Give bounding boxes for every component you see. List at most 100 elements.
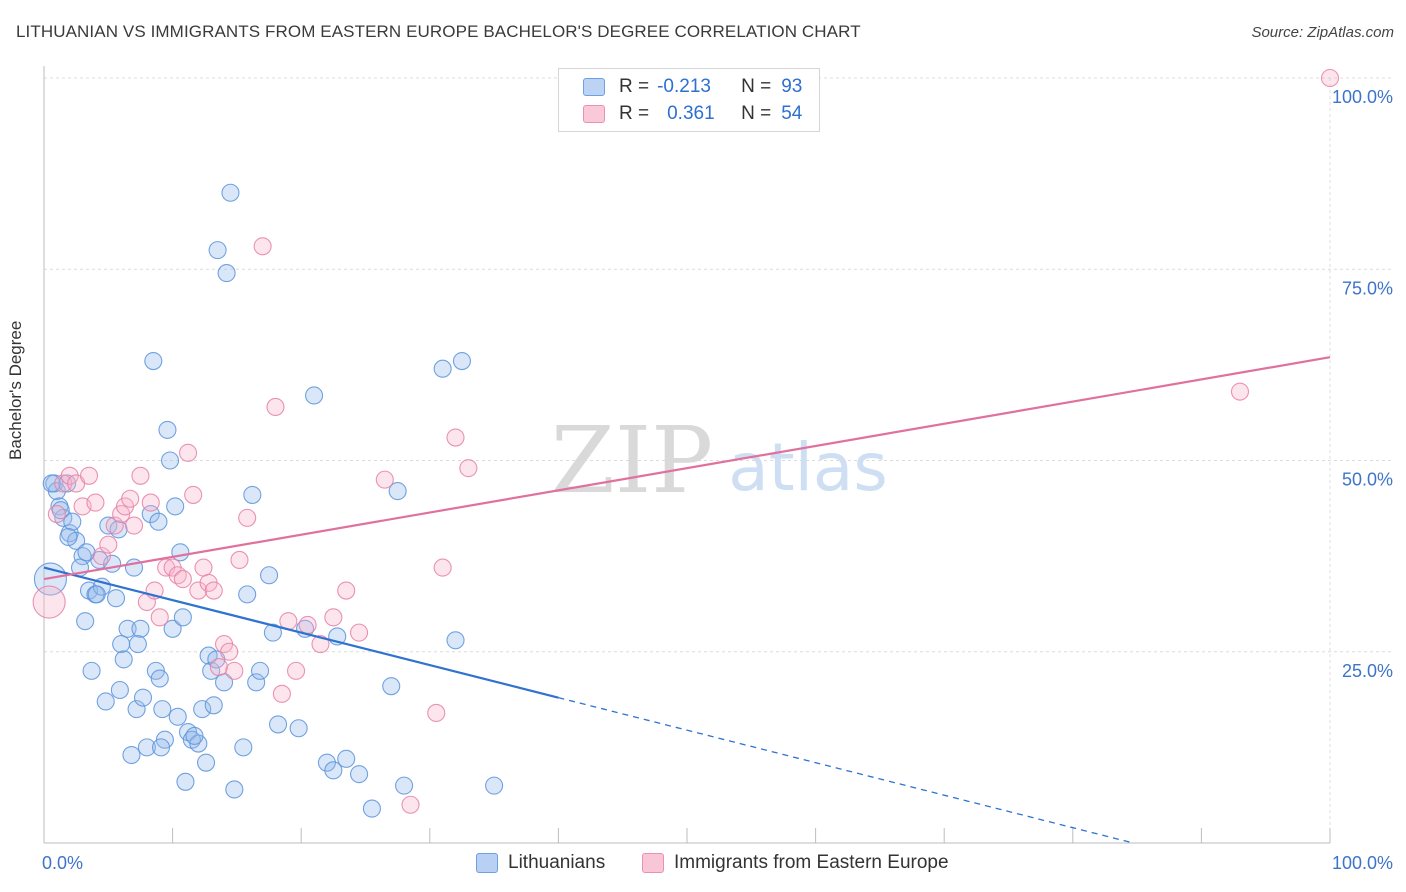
watermark-atlas: atlas [728,429,888,506]
data-point [272,684,291,703]
data-point [60,466,79,485]
data-point [220,642,239,661]
stats-legend: R = -0.213 N = 93 R = 0.361 N = 54 [558,68,820,132]
legend-n-label: N = [741,76,772,97]
series-legend: Lithuanians Immigrants from Eastern Euro… [0,852,1406,878]
data-point [1230,382,1250,401]
data-point [266,397,285,417]
data-point [305,386,324,405]
data-point [149,512,168,531]
data-point [204,581,223,600]
data-point [133,688,153,707]
data-point [176,772,195,791]
series-label-immigrants: Immigrants from Eastern Europe [674,852,949,873]
chart-source: Source: ZipAtlas.com [1251,24,1394,41]
data-point [99,516,118,535]
data-point [253,237,272,256]
data-point [350,623,369,642]
data-point [160,451,180,470]
data-point [110,680,129,700]
data-points [32,68,1340,818]
data-point [96,692,115,711]
data-point [238,508,257,527]
data-point [446,428,465,447]
data-point [76,612,95,631]
data-point [153,700,172,719]
legend-r-value: 0.361 [667,103,715,124]
y-tick-label: 50.0% [1342,470,1393,490]
data-point [446,631,465,650]
data-point [324,608,343,627]
y-tick-label: 75.0% [1342,278,1393,298]
data-point [243,485,262,504]
data-point [250,661,270,680]
data-point [112,635,131,654]
data-point [118,619,137,638]
legend-swatch-immigrants [583,105,605,123]
data-point [168,707,187,726]
trend-line [43,566,559,699]
data-point [427,703,446,723]
data-point [433,359,452,378]
series-swatch-immigrants [642,853,664,873]
data-point [63,512,82,531]
data-point [47,504,66,524]
trend-line [43,356,1331,581]
legend-r-value: -0.213 [657,76,711,97]
data-point [158,420,177,439]
y-axis-label: Bachelor's Degree [6,320,25,460]
data-point [324,761,343,780]
series-legend-lithuanians[interactable]: Lithuanians [476,852,605,874]
data-point [317,753,336,772]
legend-row-immigrants: R = 0.361 N = 54 [583,102,802,126]
data-point [401,795,420,814]
data-point [287,661,306,680]
data-point [127,700,146,719]
data-point [263,623,282,642]
series-label-lithuanians: Lithuanians [508,852,606,873]
tick-labels: 25.0% 50.0% 75.0% 100.0% 0.0% 100.0% [42,87,1393,873]
data-point [106,589,126,608]
data-point [131,619,150,638]
data-point [204,696,223,715]
data-point [184,485,203,504]
data-point [150,669,169,688]
data-point [79,466,99,485]
data-point [185,726,204,745]
legend-r-label: R = [619,103,650,124]
legend-r-label: R = [619,76,650,97]
data-point [234,738,253,757]
legend-n-label: N = [741,103,772,124]
data-point [32,585,66,619]
data-point [173,608,192,627]
chart-title: LITHUANIAN VS IMMIGRANTS FROM EASTERN EU… [16,22,861,41]
data-point [166,497,185,516]
data-point [217,264,236,283]
data-point [92,547,111,566]
data-point [144,351,163,371]
data-point [337,581,356,600]
data-point [77,543,96,562]
data-point [388,482,407,501]
watermark: ZIP atlas [551,407,888,514]
series-legend-immigrants[interactable]: Immigrants from Eastern Europe [642,852,949,874]
data-point [225,661,244,680]
data-point [350,765,369,784]
data-point [225,780,244,799]
data-point [289,719,308,738]
data-point [137,738,156,757]
x-tick-label-max: 100.0% [1332,853,1393,873]
data-point [189,581,208,600]
data-point [208,241,227,260]
data-point [221,183,240,202]
legend-row-lithuanians: R = -0.213 N = 93 [583,75,802,99]
data-point [196,753,216,772]
data-point [173,570,192,589]
x-tick-label-min: 0.0% [42,853,83,873]
data-point [194,558,213,577]
data-point [87,585,106,604]
data-point [86,493,105,512]
data-point [459,459,478,478]
data-point [141,493,160,512]
